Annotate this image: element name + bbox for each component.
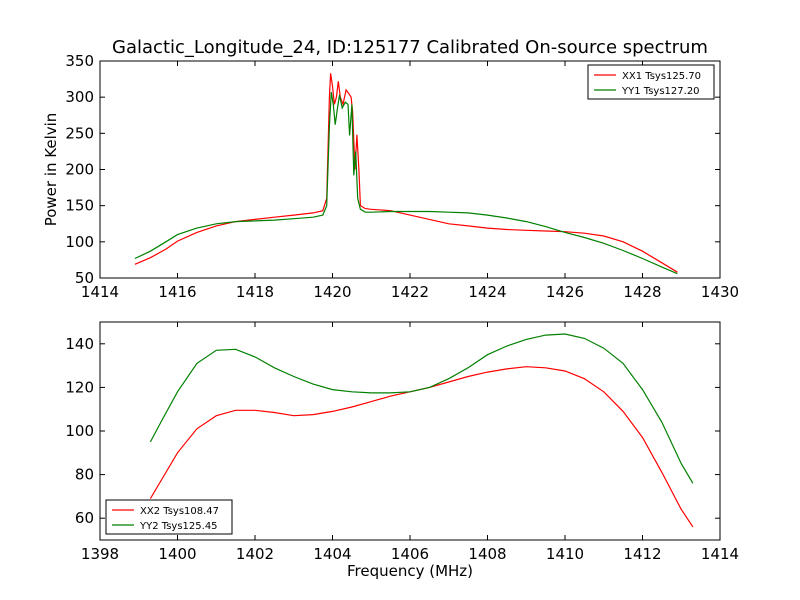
spectrum-panel-bottom: 1398 1400 1402 1404 1406 1408 1410 1412 1414 60 80… — [65, 321, 739, 580]
x-tick-label: 1414 — [81, 283, 119, 301]
x-tick-label: 1402 — [236, 545, 274, 563]
x-tick-label: 1408 — [468, 545, 506, 563]
series-line-xx — [134, 73, 678, 273]
legend-entry: YY2 Tsys125.45 — [139, 521, 218, 532]
y-tick-label: 120 — [65, 378, 94, 396]
x-tick-label: 1422 — [391, 283, 429, 301]
y-tick-label: 100 — [65, 233, 94, 251]
legend: XX1 Tsys125.70 YY1 Tsys127.20 — [587, 64, 715, 100]
x-tick-label: 1426 — [546, 283, 584, 301]
y-tick-label: 100 — [65, 422, 94, 440]
x-axis-label: Frequency (MHz) — [347, 562, 473, 580]
y-tick-label: 300 — [65, 88, 94, 106]
legend-entry: YY1 Tsys127.20 — [621, 86, 700, 97]
legend-box — [587, 64, 715, 100]
y-tick-label: 60 — [75, 509, 94, 527]
x-tick-label: 1412 — [623, 545, 661, 563]
y-tick-label: 150 — [65, 197, 94, 215]
x-tick-label: 1418 — [236, 283, 274, 301]
x-tick-label: 1420 — [313, 283, 351, 301]
x-tick-label: 1414 — [701, 545, 739, 563]
series-line-yy — [149, 333, 694, 484]
x-tick-label: 1430 — [701, 283, 739, 301]
legend: XX2 Tsys108.47 YY2 Tsys125.45 — [105, 499, 233, 535]
x-tick-label: 1424 — [468, 283, 506, 301]
figure-title: Galactic_Longitude_24, ID:125177 Calibra… — [112, 37, 708, 58]
x-tick-label: 1404 — [313, 545, 351, 563]
y-tick-label: 200 — [65, 161, 94, 179]
y-tick-label: 250 — [65, 124, 94, 142]
x-tick-label: 1416 — [158, 283, 196, 301]
x-tick-label: 1410 — [546, 545, 584, 563]
legend-entry: XX1 Tsys125.70 — [622, 71, 701, 82]
x-tick-label: 1406 — [391, 545, 429, 563]
spectrum-panel-top: 1414 1416 1418 1420 1422 1424 1426 1428 1430 50 10… — [42, 52, 739, 301]
y-tick-label: 140 — [65, 335, 94, 353]
y-tick-label: 80 — [75, 466, 94, 484]
y-axis-label: Power in Kelvin — [42, 113, 60, 227]
x-tick-label: 1428 — [623, 283, 661, 301]
x-tick-label: 1400 — [158, 545, 196, 563]
y-tick-label: 50 — [75, 269, 94, 287]
x-tick-label: 1398 — [81, 545, 119, 563]
legend-box — [105, 499, 233, 535]
y-tick-label: 350 — [65, 52, 94, 70]
legend-entry: XX2 Tsys108.47 — [140, 506, 219, 517]
series-line-yy — [134, 92, 678, 275]
